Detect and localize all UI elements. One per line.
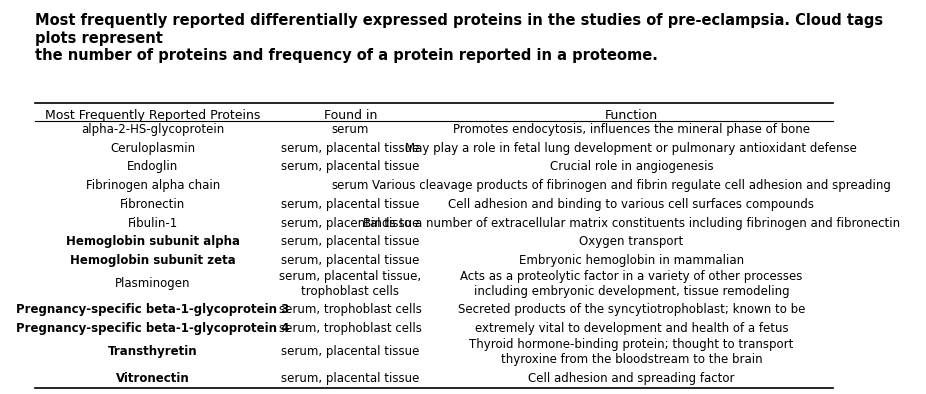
Text: Found in: Found in: [323, 109, 377, 122]
Text: serum, placental tissue: serum, placental tissue: [282, 160, 419, 173]
Text: serum, placental tissue: serum, placental tissue: [282, 235, 419, 248]
Text: Secreted products of the syncytiotrophoblast; known to be: Secreted products of the syncytiotrophob…: [457, 303, 805, 316]
Text: Pregnancy-specific beta-1-glycoprotein 4: Pregnancy-specific beta-1-glycoprotein 4: [17, 322, 290, 335]
Text: Fibronectin: Fibronectin: [120, 198, 185, 211]
Text: Fibrinogen alpha chain: Fibrinogen alpha chain: [86, 179, 220, 192]
Text: Fibulin-1: Fibulin-1: [128, 217, 178, 230]
Text: Hemoglobin subunit alpha: Hemoglobin subunit alpha: [66, 235, 240, 248]
Text: Binds to a number of extracellular matrix constituents including fibrinogen and : Binds to a number of extracellular matri…: [363, 217, 900, 230]
Text: serum, placental tissue: serum, placental tissue: [282, 372, 419, 385]
Text: serum, placental tissue: serum, placental tissue: [282, 254, 419, 267]
Text: serum: serum: [332, 123, 369, 136]
Text: serum, placental tissue: serum, placental tissue: [282, 217, 419, 230]
Text: Oxygen transport: Oxygen transport: [579, 235, 683, 248]
Text: Ceruloplasmin: Ceruloplasmin: [110, 141, 195, 154]
Text: Crucial role in angiogenesis: Crucial role in angiogenesis: [549, 160, 713, 173]
Text: serum: serum: [332, 179, 369, 192]
Text: serum, placental tissue: serum, placental tissue: [282, 141, 419, 154]
Text: Most frequently reported differentially expressed proteins in the studies of pre: Most frequently reported differentially …: [35, 13, 883, 63]
Text: Cell adhesion and spreading factor: Cell adhesion and spreading factor: [528, 372, 734, 385]
Text: serum, trophoblast cells: serum, trophoblast cells: [279, 303, 421, 316]
Text: Function: Function: [605, 109, 657, 122]
Text: Cell adhesion and binding to various cell surfaces compounds: Cell adhesion and binding to various cel…: [448, 198, 814, 211]
Text: Hemoglobin subunit zeta: Hemoglobin subunit zeta: [70, 254, 236, 267]
Text: May play a role in fetal lung development or pulmonary antioxidant defense: May play a role in fetal lung developmen…: [406, 141, 857, 154]
Text: Endoglin: Endoglin: [127, 160, 179, 173]
Text: Pregnancy-specific beta-1-glycoprotein 3: Pregnancy-specific beta-1-glycoprotein 3: [17, 303, 290, 316]
Text: alpha-2-HS-glycoprotein: alpha-2-HS-glycoprotein: [81, 123, 224, 136]
Text: Transthyretin: Transthyretin: [108, 345, 198, 358]
Text: Promotes endocytosis, influences the mineral phase of bone: Promotes endocytosis, influences the min…: [453, 123, 810, 136]
Text: Thyroid hormone-binding protein; thought to transport
thyroxine from the bloodst: Thyroid hormone-binding protein; thought…: [469, 338, 794, 366]
Text: serum, placental tissue,
trophoblast cells: serum, placental tissue, trophoblast cel…: [280, 269, 421, 297]
Text: Most Frequently Reported Proteins: Most Frequently Reported Proteins: [45, 109, 260, 122]
Text: Acts as a proteolytic factor in a variety of other processes
including embryonic: Acts as a proteolytic factor in a variet…: [460, 269, 803, 297]
Text: Vitronectin: Vitronectin: [116, 372, 190, 385]
Text: Various cleavage products of fibrinogen and fibrin regulate cell adhesion and sp: Various cleavage products of fibrinogen …: [372, 179, 891, 192]
Text: serum, placental tissue: serum, placental tissue: [282, 345, 419, 358]
Text: serum, placental tissue: serum, placental tissue: [282, 198, 419, 211]
Text: serum, trophoblast cells: serum, trophoblast cells: [279, 322, 421, 335]
Text: Plasminogen: Plasminogen: [115, 277, 191, 290]
Text: Embryonic hemoglobin in mammalian: Embryonic hemoglobin in mammalian: [519, 254, 744, 267]
Text: extremely vital to development and health of a fetus: extremely vital to development and healt…: [474, 322, 788, 335]
